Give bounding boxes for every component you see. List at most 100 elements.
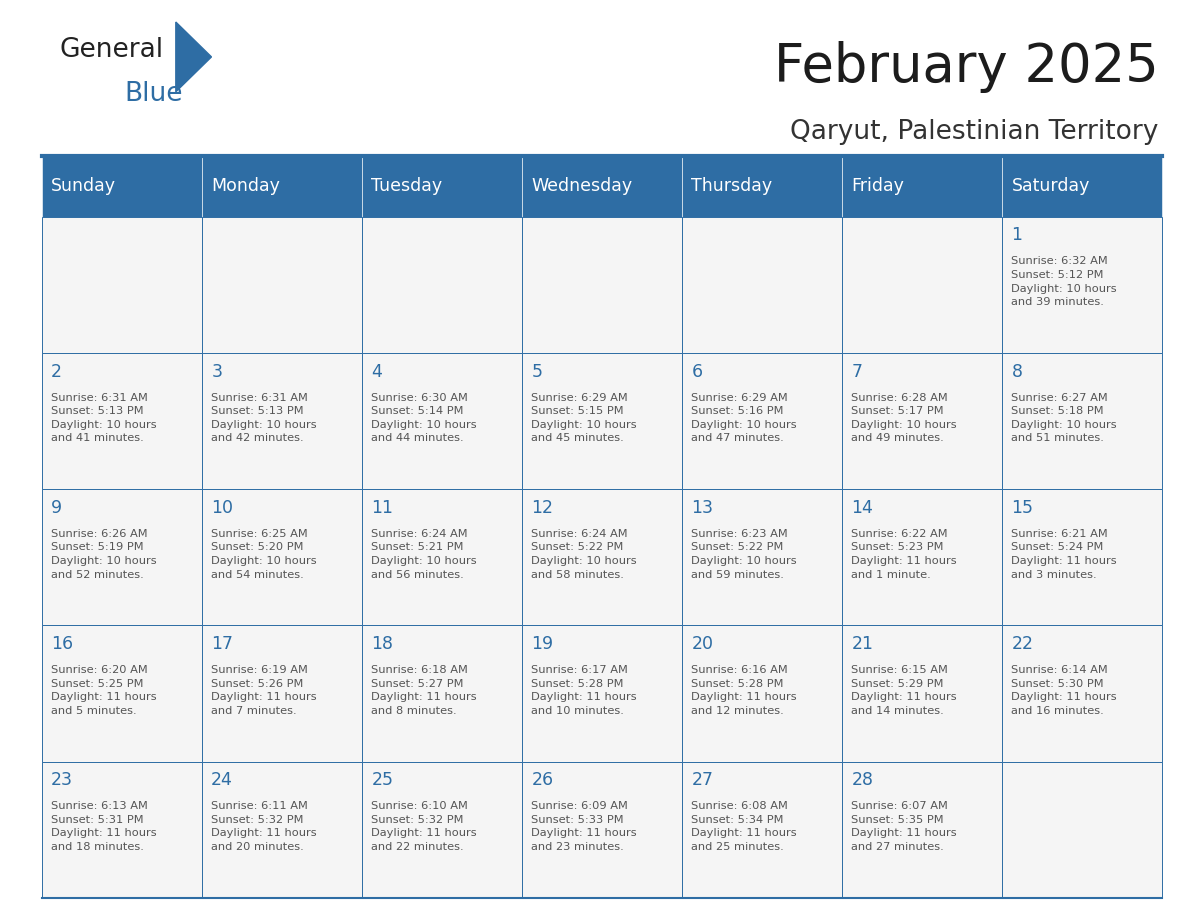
Text: Friday: Friday [852, 177, 904, 196]
Bar [42, 217, 202, 353]
Bar [522, 353, 682, 489]
Text: Sunrise: 6:18 AM
Sunset: 5:27 PM
Daylight: 11 hours
and 8 minutes.: Sunrise: 6:18 AM Sunset: 5:27 PM Dayligh… [372, 665, 476, 716]
Text: Sunrise: 6:29 AM
Sunset: 5:16 PM
Daylight: 10 hours
and 47 minutes.: Sunrise: 6:29 AM Sunset: 5:16 PM Dayligh… [691, 393, 797, 443]
Bar [202, 353, 361, 489]
Text: Sunrise: 6:24 AM
Sunset: 5:22 PM
Daylight: 10 hours
and 58 minutes.: Sunrise: 6:24 AM Sunset: 5:22 PM Dayligh… [531, 529, 637, 579]
Text: Monday: Monday [211, 177, 280, 196]
Text: Sunrise: 6:31 AM
Sunset: 5:13 PM
Daylight: 10 hours
and 42 minutes.: Sunrise: 6:31 AM Sunset: 5:13 PM Dayligh… [211, 393, 317, 443]
Text: General: General [59, 37, 164, 62]
Text: Tuesday: Tuesday [372, 177, 442, 196]
Bar [842, 353, 1001, 489]
Text: Sunrise: 6:17 AM
Sunset: 5:28 PM
Daylight: 11 hours
and 10 minutes.: Sunrise: 6:17 AM Sunset: 5:28 PM Dayligh… [531, 665, 637, 716]
Text: Sunrise: 6:32 AM
Sunset: 5:12 PM
Daylight: 10 hours
and 39 minutes.: Sunrise: 6:32 AM Sunset: 5:12 PM Dayligh… [1011, 256, 1117, 308]
Text: 15: 15 [1011, 498, 1034, 517]
Text: Thursday: Thursday [691, 177, 772, 196]
Text: Qaryut, Palestinian Territory: Qaryut, Palestinian Territory [790, 119, 1158, 145]
Bar [361, 489, 522, 625]
Text: 22: 22 [1011, 635, 1034, 653]
Text: 2: 2 [51, 363, 62, 381]
Text: Blue: Blue [125, 81, 183, 106]
Bar [361, 217, 522, 353]
Text: Sunrise: 6:28 AM
Sunset: 5:17 PM
Daylight: 10 hours
and 49 minutes.: Sunrise: 6:28 AM Sunset: 5:17 PM Dayligh… [852, 393, 958, 443]
Text: Sunrise: 6:29 AM
Sunset: 5:15 PM
Daylight: 10 hours
and 45 minutes.: Sunrise: 6:29 AM Sunset: 5:15 PM Dayligh… [531, 393, 637, 443]
Text: Saturday: Saturday [1011, 177, 1089, 196]
Bar [682, 625, 842, 762]
Text: 18: 18 [372, 635, 393, 653]
Text: 13: 13 [691, 498, 713, 517]
Text: 16: 16 [51, 635, 74, 653]
Text: 10: 10 [211, 498, 233, 517]
Bar [42, 156, 202, 217]
Bar [682, 762, 842, 898]
Polygon shape [176, 22, 211, 92]
Bar [42, 762, 202, 898]
Text: Sunrise: 6:26 AM
Sunset: 5:19 PM
Daylight: 10 hours
and 52 minutes.: Sunrise: 6:26 AM Sunset: 5:19 PM Dayligh… [51, 529, 157, 579]
Text: 23: 23 [51, 771, 74, 789]
Text: Sunrise: 6:16 AM
Sunset: 5:28 PM
Daylight: 11 hours
and 12 minutes.: Sunrise: 6:16 AM Sunset: 5:28 PM Dayligh… [691, 665, 797, 716]
Bar [522, 489, 682, 625]
Text: Sunday: Sunday [51, 177, 116, 196]
Bar [842, 489, 1001, 625]
Text: Sunrise: 6:13 AM
Sunset: 5:31 PM
Daylight: 11 hours
and 18 minutes.: Sunrise: 6:13 AM Sunset: 5:31 PM Dayligh… [51, 801, 157, 852]
Text: 9: 9 [51, 498, 62, 517]
Text: Sunrise: 6:14 AM
Sunset: 5:30 PM
Daylight: 11 hours
and 16 minutes.: Sunrise: 6:14 AM Sunset: 5:30 PM Dayligh… [1011, 665, 1117, 716]
Text: Sunrise: 6:19 AM
Sunset: 5:26 PM
Daylight: 11 hours
and 7 minutes.: Sunrise: 6:19 AM Sunset: 5:26 PM Dayligh… [211, 665, 317, 716]
Text: Sunrise: 6:27 AM
Sunset: 5:18 PM
Daylight: 10 hours
and 51 minutes.: Sunrise: 6:27 AM Sunset: 5:18 PM Dayligh… [1011, 393, 1117, 443]
Bar [842, 217, 1001, 353]
Text: Sunrise: 6:23 AM
Sunset: 5:22 PM
Daylight: 10 hours
and 59 minutes.: Sunrise: 6:23 AM Sunset: 5:22 PM Dayligh… [691, 529, 797, 579]
Text: 8: 8 [1011, 363, 1023, 381]
Bar [1001, 353, 1162, 489]
Text: Sunrise: 6:07 AM
Sunset: 5:35 PM
Daylight: 11 hours
and 27 minutes.: Sunrise: 6:07 AM Sunset: 5:35 PM Dayligh… [852, 801, 958, 852]
Text: 6: 6 [691, 363, 702, 381]
Text: Sunrise: 6:09 AM
Sunset: 5:33 PM
Daylight: 11 hours
and 23 minutes.: Sunrise: 6:09 AM Sunset: 5:33 PM Dayligh… [531, 801, 637, 852]
Text: 17: 17 [211, 635, 233, 653]
Bar [1001, 762, 1162, 898]
Text: 1: 1 [1011, 227, 1023, 244]
Bar [1001, 625, 1162, 762]
Text: Sunrise: 6:21 AM
Sunset: 5:24 PM
Daylight: 11 hours
and 3 minutes.: Sunrise: 6:21 AM Sunset: 5:24 PM Dayligh… [1011, 529, 1117, 579]
Bar [682, 217, 842, 353]
Text: 28: 28 [852, 771, 873, 789]
Bar [682, 156, 842, 217]
Text: Sunrise: 6:30 AM
Sunset: 5:14 PM
Daylight: 10 hours
and 44 minutes.: Sunrise: 6:30 AM Sunset: 5:14 PM Dayligh… [372, 393, 476, 443]
Bar [682, 353, 842, 489]
Bar [842, 762, 1001, 898]
Bar [522, 217, 682, 353]
Text: 12: 12 [531, 498, 554, 517]
Text: Sunrise: 6:11 AM
Sunset: 5:32 PM
Daylight: 11 hours
and 20 minutes.: Sunrise: 6:11 AM Sunset: 5:32 PM Dayligh… [211, 801, 317, 852]
Bar [842, 625, 1001, 762]
Text: 26: 26 [531, 771, 554, 789]
Bar [361, 353, 522, 489]
Bar [1001, 489, 1162, 625]
Bar [522, 156, 682, 217]
Text: 3: 3 [211, 363, 222, 381]
Bar [361, 762, 522, 898]
Text: Sunrise: 6:24 AM
Sunset: 5:21 PM
Daylight: 10 hours
and 56 minutes.: Sunrise: 6:24 AM Sunset: 5:21 PM Dayligh… [372, 529, 476, 579]
Text: 14: 14 [852, 498, 873, 517]
Text: 5: 5 [531, 363, 542, 381]
Bar [361, 156, 522, 217]
Bar [682, 489, 842, 625]
Bar [522, 625, 682, 762]
Bar [202, 762, 361, 898]
Bar [42, 489, 202, 625]
Bar [842, 156, 1001, 217]
Text: 25: 25 [372, 771, 393, 789]
Text: February 2025: February 2025 [773, 41, 1158, 94]
Text: Sunrise: 6:25 AM
Sunset: 5:20 PM
Daylight: 10 hours
and 54 minutes.: Sunrise: 6:25 AM Sunset: 5:20 PM Dayligh… [211, 529, 317, 579]
Text: 19: 19 [531, 635, 554, 653]
Bar [42, 353, 202, 489]
Text: Sunrise: 6:20 AM
Sunset: 5:25 PM
Daylight: 11 hours
and 5 minutes.: Sunrise: 6:20 AM Sunset: 5:25 PM Dayligh… [51, 665, 157, 716]
Text: 27: 27 [691, 771, 713, 789]
Text: Sunrise: 6:31 AM
Sunset: 5:13 PM
Daylight: 10 hours
and 41 minutes.: Sunrise: 6:31 AM Sunset: 5:13 PM Dayligh… [51, 393, 157, 443]
Text: Sunrise: 6:08 AM
Sunset: 5:34 PM
Daylight: 11 hours
and 25 minutes.: Sunrise: 6:08 AM Sunset: 5:34 PM Dayligh… [691, 801, 797, 852]
Bar [202, 156, 361, 217]
Bar [202, 489, 361, 625]
Text: 4: 4 [372, 363, 383, 381]
Bar [361, 625, 522, 762]
Bar [202, 625, 361, 762]
Bar [522, 762, 682, 898]
Text: 21: 21 [852, 635, 873, 653]
Text: 20: 20 [691, 635, 713, 653]
Bar [1001, 156, 1162, 217]
